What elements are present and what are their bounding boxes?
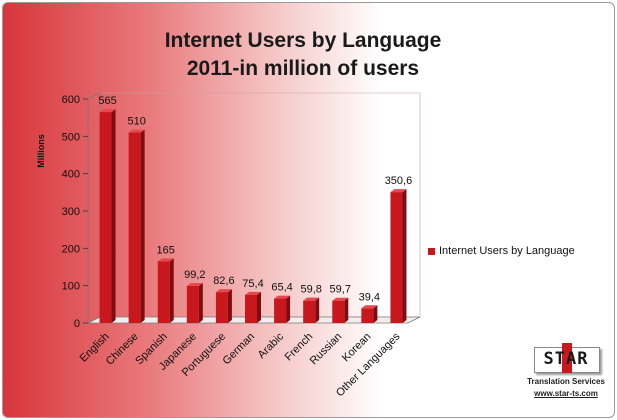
- x-tick-label: Arabic: [256, 330, 287, 361]
- bar-side: [198, 282, 203, 323]
- star-logo: STAR Translation Services www.star-ts.co…: [521, 343, 611, 398]
- bar: [332, 300, 345, 323]
- bar-top: [245, 291, 261, 295]
- logo-text: STAR: [543, 349, 589, 369]
- bar-side: [169, 258, 174, 323]
- data-label: 65,4: [271, 282, 292, 294]
- bar: [157, 261, 170, 323]
- bar-chart: 0100200300400500600Millions565English510…: [36, 92, 421, 399]
- bar-top: [361, 305, 378, 309]
- bar: [274, 298, 287, 323]
- y-tick-label: 200: [62, 243, 80, 255]
- y-tick-label: 100: [62, 281, 80, 293]
- bar: [245, 294, 257, 323]
- data-label: 565: [98, 95, 116, 107]
- data-label: 59,8: [300, 284, 321, 296]
- bar-side: [344, 297, 349, 323]
- data-label: 59,7: [330, 284, 351, 296]
- bar: [361, 308, 374, 323]
- bar: [303, 300, 316, 323]
- logo-url-link[interactable]: www.star-ts.com: [534, 389, 598, 398]
- bar: [99, 112, 112, 323]
- legend-label: Internet Users by Language: [439, 245, 575, 257]
- bar-top: [390, 189, 407, 193]
- y-tick-label: 0: [74, 318, 80, 330]
- legend: Internet Users by Language: [428, 245, 575, 257]
- bar-side: [286, 295, 291, 323]
- y-axis-title: Millions: [36, 134, 46, 168]
- data-label: 350,6: [385, 175, 413, 187]
- bar-side: [402, 189, 407, 323]
- bar-top: [128, 129, 145, 133]
- bar-top: [99, 109, 116, 113]
- bar-side: [111, 109, 116, 323]
- data-label: 75,4: [242, 278, 263, 290]
- logo-mark: STAR: [534, 343, 600, 373]
- plot-side-wall: [87, 92, 101, 324]
- bar-top: [157, 258, 174, 262]
- chart-subtitle: 2011-in million of users: [186, 57, 420, 80]
- y-tick-label: 400: [62, 169, 80, 181]
- chart-title: Internet Users by Language: [164, 29, 442, 52]
- bar: [186, 285, 199, 323]
- bar-top: [274, 295, 291, 299]
- logo-service-text: Translation Services: [527, 377, 605, 386]
- data-label: 165: [157, 244, 175, 256]
- bar-top: [186, 282, 203, 286]
- bar: [390, 192, 403, 323]
- data-label: 510: [127, 116, 145, 128]
- bar-side: [227, 289, 232, 323]
- bar-top: [303, 297, 320, 301]
- bar: [128, 132, 141, 323]
- y-tick-label: 300: [62, 206, 80, 218]
- bar-side: [140, 129, 145, 323]
- y-tick-label: 600: [62, 94, 80, 106]
- bar-top: [332, 297, 349, 301]
- data-label: 82,6: [213, 275, 234, 287]
- data-label: 99,2: [184, 269, 205, 281]
- bar-side: [257, 291, 261, 323]
- y-tick-label: 500: [62, 131, 80, 143]
- bar: [215, 292, 228, 323]
- x-tick-label: German: [221, 331, 258, 368]
- bar-side: [315, 297, 320, 323]
- legend-swatch: [428, 247, 435, 255]
- bar-side: [373, 305, 378, 323]
- bar-top: [215, 289, 232, 293]
- x-tick-label: Russian: [308, 331, 345, 368]
- data-label: 39,4: [359, 291, 380, 303]
